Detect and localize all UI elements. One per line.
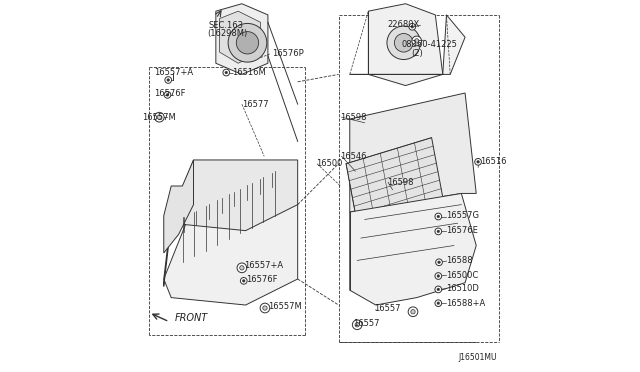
Circle shape: [243, 279, 245, 282]
Circle shape: [228, 23, 267, 62]
Text: 08360-41225: 08360-41225: [402, 40, 458, 49]
Text: 22680X: 22680X: [387, 20, 419, 29]
Text: 16557+A: 16557+A: [244, 262, 283, 270]
Text: FRONT: FRONT: [175, 313, 208, 323]
Polygon shape: [220, 11, 260, 63]
Text: 16557: 16557: [374, 304, 401, 313]
Polygon shape: [164, 216, 172, 286]
Circle shape: [387, 26, 420, 60]
Text: 16510D: 16510D: [447, 284, 479, 293]
Circle shape: [437, 215, 440, 218]
Circle shape: [435, 213, 442, 220]
Circle shape: [411, 310, 415, 314]
Circle shape: [435, 300, 442, 307]
Text: SEC.163: SEC.163: [209, 21, 243, 30]
Circle shape: [237, 263, 246, 273]
Circle shape: [435, 228, 442, 235]
Circle shape: [353, 320, 362, 330]
Circle shape: [167, 78, 170, 81]
Text: 16500C: 16500C: [447, 271, 479, 280]
Text: 16516M: 16516M: [232, 68, 266, 77]
Text: 16546: 16546: [340, 152, 367, 161]
Circle shape: [435, 286, 442, 293]
Polygon shape: [172, 160, 298, 231]
Circle shape: [412, 36, 422, 46]
Circle shape: [394, 33, 413, 52]
Circle shape: [260, 303, 270, 313]
Text: 16576P: 16576P: [271, 49, 303, 58]
Text: 16557: 16557: [353, 319, 380, 328]
Circle shape: [435, 273, 442, 279]
Circle shape: [165, 77, 172, 83]
Circle shape: [166, 93, 169, 96]
Circle shape: [475, 158, 481, 165]
Text: (2): (2): [411, 49, 423, 58]
Circle shape: [437, 275, 440, 278]
Text: 16557M: 16557M: [142, 113, 176, 122]
Circle shape: [157, 115, 161, 119]
Circle shape: [241, 278, 247, 284]
Text: 16577: 16577: [242, 100, 269, 109]
Text: 16588+A: 16588+A: [447, 299, 486, 308]
Circle shape: [240, 266, 244, 270]
Text: 16557+A: 16557+A: [154, 68, 193, 77]
Polygon shape: [349, 93, 476, 212]
Polygon shape: [164, 205, 298, 305]
Text: (16298M): (16298M): [207, 29, 248, 38]
Circle shape: [411, 25, 413, 28]
Text: 16576E: 16576E: [447, 226, 478, 235]
Circle shape: [223, 69, 230, 76]
Text: 16598: 16598: [387, 178, 413, 187]
Text: 16500: 16500: [316, 159, 342, 168]
Polygon shape: [346, 138, 443, 223]
Text: 16598: 16598: [340, 113, 367, 122]
Text: 16588: 16588: [447, 256, 473, 265]
Polygon shape: [164, 160, 193, 253]
Circle shape: [437, 302, 440, 305]
Circle shape: [408, 307, 418, 317]
Text: 16576F: 16576F: [154, 89, 186, 97]
Circle shape: [409, 23, 415, 30]
Text: 16557G: 16557G: [447, 211, 479, 220]
Circle shape: [438, 261, 440, 264]
Text: 16516: 16516: [480, 157, 506, 166]
Text: 16576F: 16576F: [246, 275, 277, 283]
Circle shape: [154, 112, 164, 122]
Circle shape: [164, 92, 171, 98]
Polygon shape: [349, 193, 476, 305]
Circle shape: [263, 306, 267, 310]
Polygon shape: [216, 4, 268, 74]
Text: 16557M: 16557M: [268, 302, 301, 311]
Circle shape: [355, 323, 360, 327]
Polygon shape: [369, 4, 443, 86]
Circle shape: [236, 32, 259, 54]
Text: J16501MU: J16501MU: [458, 353, 497, 362]
Circle shape: [436, 259, 442, 266]
Circle shape: [437, 288, 440, 291]
Circle shape: [437, 230, 440, 233]
Polygon shape: [349, 15, 465, 74]
Circle shape: [415, 39, 419, 43]
Circle shape: [477, 160, 479, 163]
Circle shape: [225, 71, 228, 74]
